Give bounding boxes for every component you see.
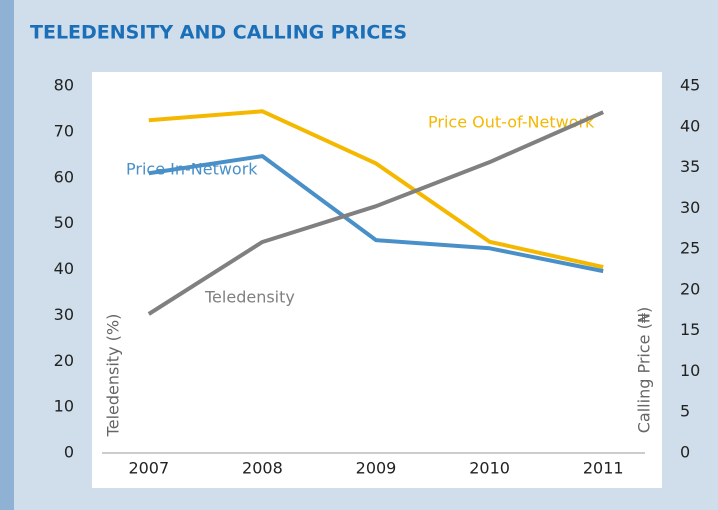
y-tick-label: 70 [54, 121, 74, 140]
side-stripe [0, 0, 14, 510]
y2-tick-label: 25 [680, 239, 700, 258]
x-tick-label: 2007 [128, 459, 169, 478]
x-tick-label: 2008 [242, 459, 283, 478]
y2-tick-label: 45 [680, 76, 700, 95]
series-label: Teledensity [204, 288, 295, 307]
x-tick-label: 2009 [356, 459, 397, 478]
y-tick-label: 60 [54, 167, 74, 186]
y2-tick-label: 40 [680, 116, 700, 135]
y-tick-label: 20 [54, 351, 74, 370]
series-label: Price Out-of-Network [428, 113, 595, 132]
y-tick-label: 30 [54, 305, 74, 324]
x-tick-label: 2011 [583, 459, 624, 478]
y-axis-title: Teledensity (%) [104, 314, 123, 438]
y2-axis-title: Calling Price (₦) [635, 307, 654, 433]
plot-area [92, 72, 662, 488]
y-tick-label: 50 [54, 213, 74, 232]
x-tick-label: 2010 [469, 459, 510, 478]
series-line [148, 154, 604, 274]
y2-tick-label: 20 [680, 279, 700, 298]
y2-tick-label: 5 [680, 402, 690, 421]
y-tick-label: 80 [54, 76, 74, 95]
y-tick-label: 10 [54, 397, 74, 416]
y-tick-label: 40 [54, 259, 74, 278]
y2-tick-label: 30 [680, 198, 700, 217]
y-tick-label: 0 [64, 443, 74, 462]
chart-title: TELEDENSITY AND CALLING PRICES [30, 22, 407, 44]
y2-tick-label: 35 [680, 157, 700, 176]
series-line [148, 109, 604, 270]
y2-tick-label: 0 [680, 443, 690, 462]
series-label: Price In-Network [126, 160, 258, 179]
series-line [147, 110, 605, 316]
y2-tick-label: 15 [680, 320, 700, 339]
y2-tick-label: 10 [680, 361, 700, 380]
